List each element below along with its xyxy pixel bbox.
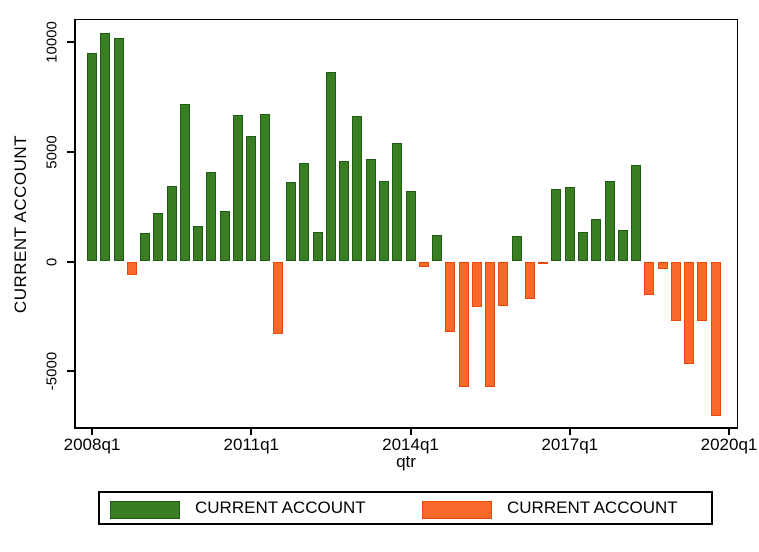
legend-swatch-negative (422, 501, 492, 519)
bar-2015q4 (498, 261, 509, 307)
x-tick-mark (409, 429, 412, 435)
y-axis-title: CURRENT ACCOUNT (11, 134, 30, 314)
legend-label-negative: CURRENT ACCOUNT (507, 498, 678, 517)
y-tick-mark (67, 150, 74, 153)
bar-2017q4 (604, 180, 615, 262)
y-tick-label: 0 (43, 257, 61, 266)
x-tick-label: 2011q1 (223, 435, 279, 454)
bar-2011q3 (272, 261, 283, 334)
legend-label-positive: CURRENT ACCOUNT (195, 498, 366, 517)
bar-2012q1 (299, 162, 310, 262)
bar-2018q4 (657, 261, 668, 270)
bar-2019q4 (710, 261, 721, 416)
bar-2012q3 (325, 71, 336, 262)
bar-2016q1 (511, 236, 522, 262)
x-axis-title: qtr (396, 452, 416, 471)
bar-2008q4 (126, 261, 137, 275)
bar-2015q2 (471, 261, 482, 308)
bars-layer (76, 20, 737, 427)
y-tick-label: 10000 (43, 21, 61, 63)
bar-2014q3 (432, 234, 443, 262)
bar-2009q1 (140, 233, 151, 262)
x-tick-label: 2017q1 (541, 435, 599, 454)
bar-2018q2 (631, 164, 642, 262)
bar-2008q2 (100, 32, 111, 262)
bar-2008q3 (113, 38, 124, 262)
y-tick-label: 5000 (43, 135, 61, 169)
bar-2009q2 (153, 213, 164, 262)
x-tick-mark (91, 429, 93, 435)
x-tick-mark (728, 429, 730, 435)
bar-2010q2 (206, 171, 217, 262)
plot-area (74, 19, 738, 429)
bar-2016q3 (538, 261, 549, 264)
x-tick-label: 2014q1 (382, 435, 439, 454)
bar-2015q3 (485, 261, 496, 388)
x-tick-mark (568, 429, 571, 435)
x-tick-label: 2020q1 (700, 435, 758, 454)
legend-box: CURRENT ACCOUNT CURRENT ACCOUNT (98, 491, 713, 525)
bar-2014q1 (405, 190, 416, 262)
bar-2009q3 (166, 186, 177, 262)
bar-2013q2 (365, 159, 376, 262)
bar-2011q1 (246, 136, 257, 262)
bar-2010q3 (219, 211, 230, 262)
bar-2019q1 (670, 261, 681, 322)
bar-2018q3 (644, 261, 655, 296)
x-tick-label: 2008q1 (63, 435, 121, 454)
y-tick-mark (67, 370, 74, 373)
bar-2010q4 (232, 115, 243, 262)
bar-2019q2 (684, 261, 695, 364)
bar-2016q4 (551, 189, 562, 262)
bar-2012q2 (312, 232, 323, 262)
bar-2017q2 (578, 231, 589, 262)
bar-2011q4 (286, 182, 297, 262)
bar-2017q3 (591, 218, 602, 262)
bar-2015q1 (458, 261, 469, 388)
bar-2017q1 (564, 186, 575, 262)
bar-2019q3 (697, 261, 708, 322)
legend-swatch-positive (110, 501, 180, 519)
bar-2012q4 (339, 161, 350, 262)
y-tick-mark (67, 41, 74, 44)
bar-2009q4 (179, 103, 190, 262)
bar-2018q1 (617, 229, 628, 262)
bar-2013q1 (352, 115, 363, 262)
x-tick-mark (250, 429, 253, 435)
y-tick-mark (67, 260, 74, 263)
y-tick-label: -5000 (43, 352, 61, 391)
bar-2013q3 (378, 180, 389, 262)
bar-2011q2 (259, 113, 270, 262)
bar-2014q4 (445, 261, 456, 332)
bar-2016q2 (524, 261, 535, 299)
bar-2014q2 (418, 261, 429, 268)
bar-2013q4 (392, 142, 403, 262)
bar-2008q1 (87, 53, 97, 262)
bar-2010q1 (193, 225, 204, 262)
